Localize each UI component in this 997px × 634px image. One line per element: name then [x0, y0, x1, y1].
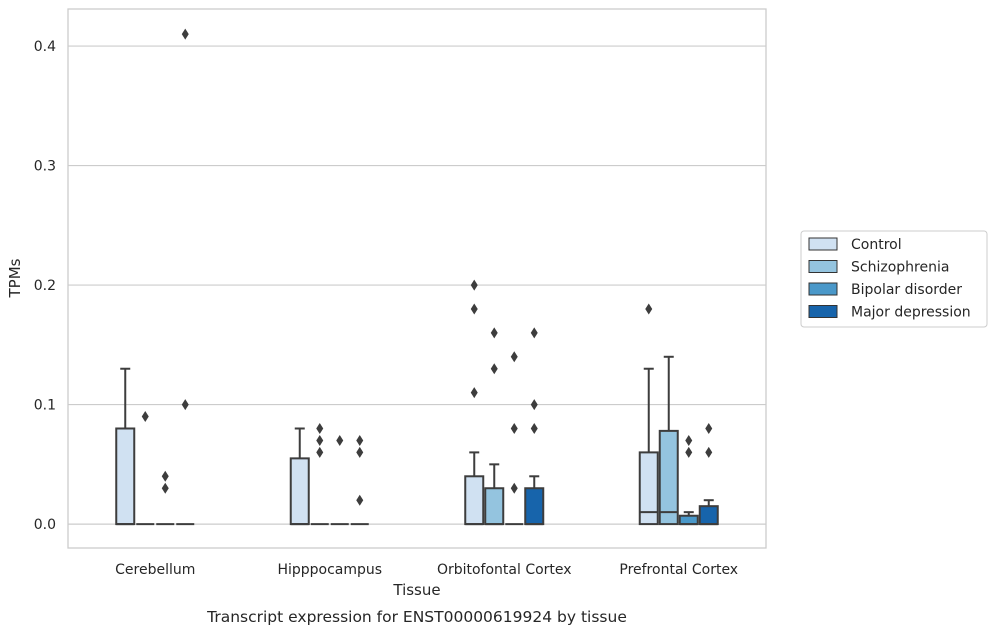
- y-tick-label: 0.3: [34, 159, 56, 175]
- outlier-point: [530, 422, 538, 434]
- outlier-point: [141, 411, 149, 423]
- y-tick-label: 0.4: [34, 39, 56, 55]
- outlier-point: [510, 351, 518, 363]
- y-tick-label: 0.2: [34, 278, 56, 294]
- x-axis-ticks: Cerebellum Hipppocampus Orbitofontal Corte…: [115, 562, 738, 578]
- outlier-point: [316, 422, 324, 434]
- outlier-point: [316, 434, 324, 446]
- outlier-point: [490, 327, 498, 339]
- outlier-point: [316, 446, 324, 458]
- x-tick-label: Cerebellum: [115, 562, 195, 578]
- outlier-point: [181, 28, 189, 40]
- outlier-point: [645, 303, 653, 315]
- y-tick-label: 0.1: [34, 398, 56, 414]
- x-tick-label: Orbitofontal Cortex: [437, 562, 572, 578]
- y-axis-label: TPMs: [6, 258, 24, 298]
- legend-swatch: [808, 237, 838, 251]
- y-tick-label: 0.0: [34, 517, 56, 533]
- outlier-point: [530, 399, 538, 411]
- outlier-point: [470, 303, 478, 315]
- box: [698, 505, 719, 526]
- x-tick-label: Prefrontal Cortex: [619, 562, 738, 578]
- outlier-point: [490, 363, 498, 375]
- legend-frame: [800, 230, 988, 328]
- box: [484, 487, 505, 526]
- x-tick-label: Hipppocampus: [277, 562, 382, 578]
- box: [678, 514, 699, 526]
- outlier-point: [470, 387, 478, 399]
- outlier-point: [685, 434, 693, 446]
- outlier-point: [685, 446, 693, 458]
- outlier-point: [356, 434, 364, 446]
- box: [289, 457, 310, 526]
- outlier-point: [161, 482, 169, 494]
- outlier-point: [336, 434, 344, 446]
- legend-swatch: [808, 260, 838, 273]
- legend-label: Schizophrenia: [851, 260, 949, 276]
- outlier-point: [181, 399, 189, 411]
- legend-swatch: [808, 305, 838, 318]
- outlier-point: [510, 482, 518, 494]
- outlier-point: [705, 446, 713, 458]
- outlier-point: [356, 494, 364, 506]
- legend-label: Major depression: [851, 305, 971, 321]
- outlier-point: [470, 279, 478, 291]
- box: [638, 451, 659, 526]
- outlier-point: [530, 327, 538, 339]
- legend: Control Schizophrenia Bipolar disorder Majo…: [800, 230, 988, 328]
- legend-label: Control: [851, 237, 902, 253]
- box: [524, 487, 545, 526]
- outlier-point: [510, 422, 518, 434]
- legend-swatch: [808, 282, 838, 296]
- outlier-point: [161, 470, 169, 482]
- chart-caption: Transcript expression for ENST0000061992…: [206, 608, 627, 626]
- plot-marks: [115, 28, 719, 526]
- box: [115, 427, 136, 526]
- outlier-point: [705, 422, 713, 434]
- outlier-point: [356, 446, 364, 458]
- box: [464, 475, 485, 526]
- x-axis-label: Tissue: [392, 581, 440, 599]
- plot-frame: [67, 8, 767, 549]
- y-axis-ticks: 0.0 0.1 0.2 0.3 0.4: [34, 39, 56, 533]
- legend-label: Bipolar disorder: [851, 282, 962, 298]
- box: [658, 429, 679, 526]
